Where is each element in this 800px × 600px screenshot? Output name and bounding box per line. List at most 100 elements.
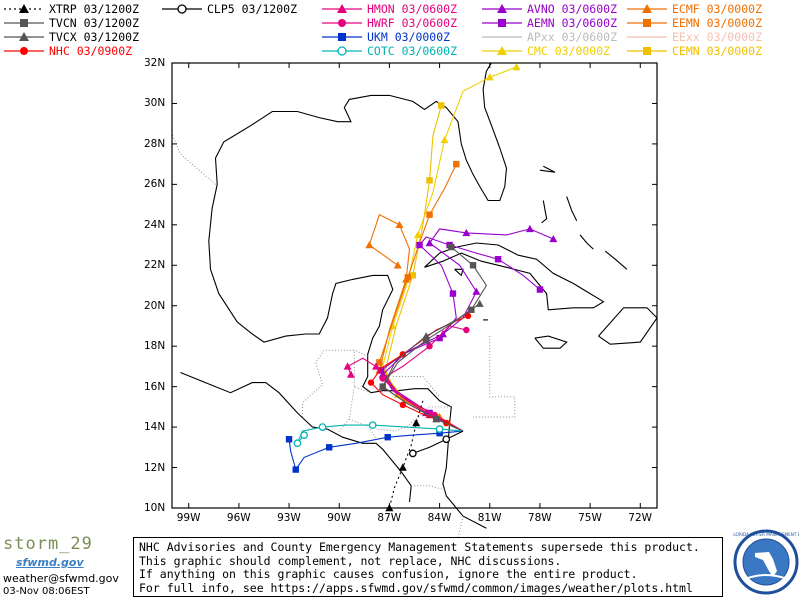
legend-label: CMC 03/0000Z — [527, 44, 611, 58]
track-point-marker — [442, 435, 451, 444]
legend-label: COTC 03/0600Z — [367, 44, 458, 58]
legend-label: EEMN 03/0000Z — [672, 16, 763, 30]
contact-email[interactable]: weather@sfwmd.gov — [3, 572, 119, 585]
track-point-marker — [412, 419, 421, 427]
track-point-marker — [376, 359, 383, 366]
track-point-marker — [395, 220, 404, 229]
longitude-label: 84W — [427, 512, 452, 524]
disclaimer-box: NHC Advisories and County Emergency Mana… — [133, 537, 723, 597]
track-point-marker — [453, 160, 460, 168]
track-point-marker — [399, 401, 406, 409]
longitude-label: 72W — [628, 512, 653, 524]
track-point-marker — [425, 239, 434, 247]
disclaimer-line: If anything on this graphic causes confu… — [139, 567, 638, 581]
legend-marker-icon — [4, 47, 44, 55]
track-point-marker — [413, 230, 422, 239]
legend-item: XTRP 03/1200Z — [2, 2, 139, 16]
track-point-marker — [285, 436, 293, 443]
legend-item: EExx 03/0000Z — [625, 30, 762, 44]
track-point-marker — [292, 466, 299, 473]
latitude-label: 16N — [144, 380, 166, 393]
track-point-marker — [378, 382, 387, 390]
track-point-marker — [426, 211, 433, 218]
track-point-marker — [426, 177, 433, 184]
legend-marker-icon — [4, 32, 44, 41]
track-point-marker — [343, 362, 352, 370]
disclaimer-line: For full info, see https://apps.sfwmd.go… — [139, 580, 693, 595]
legend-marker-icon — [627, 4, 667, 13]
track-point-marker — [438, 102, 445, 109]
disclaimer-line: This graphic should complement, not repl… — [139, 553, 562, 568]
track-point-marker — [463, 326, 470, 334]
model-legend: XTRP 03/1200Z TVCN 03/1200Z TVCX 03/1200Z N… — [0, 0, 800, 60]
track-point-marker — [377, 367, 385, 374]
latitude-label: 22N — [144, 259, 166, 272]
legend-marker-icon — [482, 36, 522, 38]
legend-marker-icon — [322, 46, 362, 56]
latitude-label: 10N — [144, 502, 166, 514]
latitude-label: 24N — [144, 218, 166, 231]
legend-marker-icon — [627, 36, 667, 38]
track-point-marker — [409, 272, 417, 279]
legend-marker-icon — [322, 19, 362, 27]
longitude-label: 75W — [578, 512, 602, 524]
track-point-marker — [365, 241, 374, 249]
legend-item: ECMF 03/0000Z — [625, 2, 762, 16]
legend-label: AVNO 03/0600Z — [527, 2, 618, 16]
track-point-marker — [475, 299, 484, 307]
track-point-marker — [525, 224, 534, 233]
track-point-marker — [549, 234, 558, 243]
legend-label: HWRF 03/0600Z — [367, 16, 458, 30]
legend-marker-icon — [482, 4, 522, 13]
legend-item: EEMN 03/0000Z — [625, 16, 762, 30]
track-point-marker — [300, 431, 308, 440]
legend-item: APxx 03/0600Z — [480, 30, 617, 44]
sfwmd-logo-icon: SOUTH FLORIDA WATER MANAGEMENT DISTRICT — [733, 529, 799, 595]
legend-item: TVCX 03/1200Z — [2, 30, 139, 44]
legend-marker-icon — [627, 19, 667, 27]
legend-label: CEMN 03/0000Z — [672, 44, 763, 58]
disclaimer-line: NHC Advisories and County Emergency Mana… — [139, 540, 700, 554]
track-point-marker — [423, 336, 430, 344]
latitude-label: 18N — [144, 340, 166, 353]
model-track — [408, 430, 464, 458]
legend-item: TVCN 03/1200Z — [2, 16, 139, 30]
track-point-marker — [462, 228, 471, 237]
track-point-marker — [384, 434, 391, 441]
legend-marker-icon — [4, 4, 44, 13]
legend-marker-icon — [322, 33, 362, 41]
track-point-marker — [422, 332, 431, 340]
latitude-label: 20N — [144, 299, 166, 312]
track-point-marker — [416, 241, 423, 249]
latitude-label: 26N — [144, 178, 166, 191]
track-point-marker — [469, 262, 477, 269]
legend-item: UKM 03/0000Z — [320, 30, 450, 44]
legend-marker-icon — [322, 4, 362, 13]
track-point-marker — [448, 243, 455, 251]
track-point-marker — [472, 287, 481, 295]
track-point-marker — [512, 63, 521, 71]
model-tracks — [285, 63, 558, 512]
model-track — [378, 299, 484, 432]
brand-site[interactable]: sfwmd.gov — [16, 556, 84, 569]
track-point-marker — [398, 463, 407, 471]
legend-item: AEMN 03/0600Z — [480, 16, 617, 30]
timestamp: 03-Nov 08:06EST — [3, 586, 90, 597]
longitude-label: 96W — [226, 512, 251, 524]
legend-label: UKM 03/0000Z — [367, 30, 451, 44]
track-point-marker — [318, 423, 327, 431]
coastline — [180, 62, 658, 529]
latitude-label: 32N — [144, 57, 166, 69]
legend-label: TVCN 03/1200Z — [49, 16, 140, 30]
political-boundaries — [171, 133, 516, 539]
track-point-marker — [367, 379, 375, 386]
legend-marker-icon — [162, 4, 202, 14]
legend-item: CMC 03/0000Z — [480, 44, 610, 58]
legend-label: HMON 03/0600Z — [367, 2, 458, 16]
legend-item: CLP5 03/1200Z — [160, 2, 297, 16]
legend-item: HWRF 03/0600Z — [320, 16, 457, 30]
latitude-label: 12N — [144, 461, 166, 474]
legend-marker-icon — [4, 19, 44, 27]
legend-label: EExx 03/0000Z — [672, 30, 763, 44]
